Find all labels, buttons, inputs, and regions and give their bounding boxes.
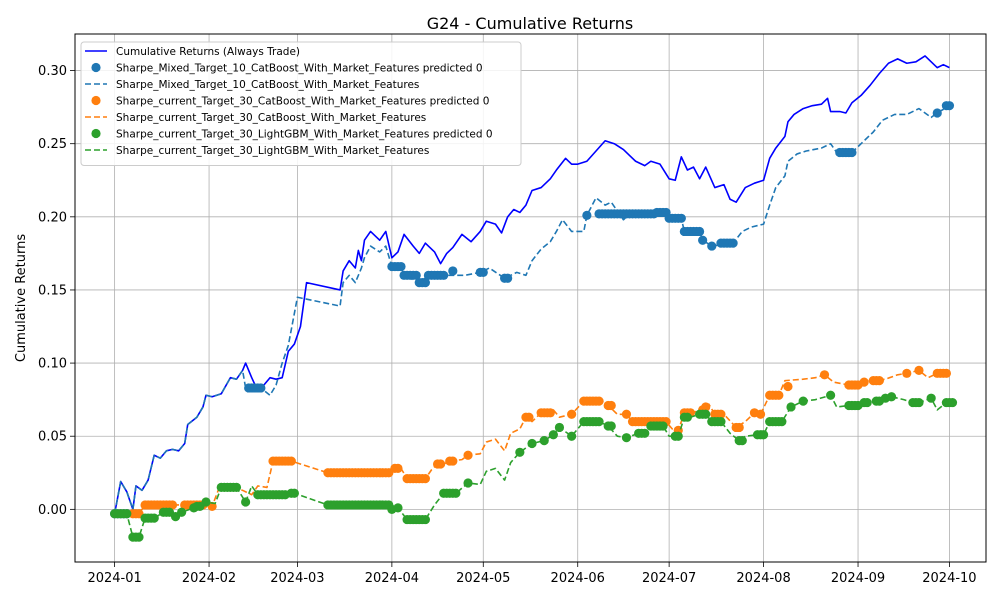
legend-marker-swatch (91, 62, 101, 73)
legend-box (80, 41, 522, 166)
axis-ticks: 2024-01 2024-02 2024-03 2024-04 2024-05 2024-… (38, 64, 977, 586)
legend-entry: Cumulative Returns (Always Trade) (85, 46, 300, 58)
series-sharpe-mixed-target-10-catboost-with-market-features (113, 104, 950, 514)
data-point (436, 459, 446, 469)
data-point (783, 381, 793, 392)
series-line (114, 369, 950, 515)
data-point (420, 278, 430, 288)
x-tick-label: 2024-01 (87, 571, 141, 586)
data-point (734, 422, 744, 433)
series-line (114, 394, 953, 538)
legend-entry: Sharpe_current_Target_30_LightGBM_With_M… (91, 128, 493, 140)
legend-label: Sharpe_Mixed_Target_10_CatBoost_With_Mar… (116, 79, 419, 91)
data-point (886, 392, 897, 402)
x-tick-label: 2024-04 (365, 571, 419, 586)
legend-entry: Sharpe_Mixed_Target_10_CatBoost_With_Mar… (91, 62, 483, 74)
x-tick-label: 2024-07 (642, 571, 696, 586)
legend-entry: Sharpe_current_Target_30_CatBoost_With_M… (85, 112, 426, 124)
legend: Cumulative Returns (Always Trade) Sharpe_… (80, 41, 522, 166)
y-tick-label: 0.15 (38, 283, 67, 298)
y-tick-label: 0.00 (38, 503, 67, 518)
legend-marker-swatch (91, 95, 101, 106)
legend-label: Sharpe_current_Target_30_CatBoost_With_M… (116, 112, 426, 124)
data-point (737, 436, 747, 446)
data-point (658, 421, 668, 431)
x-tick-label: 2024-08 (736, 571, 790, 586)
legend-label: Sharpe_current_Target_30_LightGBM_With_M… (116, 145, 429, 157)
data-point (606, 421, 616, 431)
data-point (758, 430, 769, 440)
x-tick-label: 2024-02 (182, 571, 236, 586)
series-line (113, 104, 950, 514)
series-sharpe-current-target-30-catboost-with-market-features (114, 369, 950, 515)
data-point (682, 412, 693, 422)
legend-entry: Sharpe_current_Target_30_CatBoost_With_M… (91, 95, 489, 107)
data-point (134, 532, 144, 542)
chart-title: G24 - Cumulative Returns (427, 14, 634, 33)
legend-label: Sharpe_current_Target_30_CatBoost_With_M… (116, 95, 489, 107)
x-tick-label: 2024-06 (551, 571, 605, 586)
data-point (393, 463, 403, 473)
y-tick-label: 0.30 (38, 64, 67, 79)
data-point (524, 412, 534, 422)
data-point (947, 397, 958, 408)
x-tick-label: 2024-10 (922, 571, 976, 586)
data-point (944, 101, 955, 111)
series-sharpe-current-target-30-catboost-with-market-features-predicted-0 (128, 365, 951, 519)
data-point (167, 500, 178, 510)
data-point (606, 400, 616, 411)
series-sharpe-current-target-30-lightgbm-with-market-features (114, 394, 953, 538)
y-tick-label: 0.25 (38, 137, 67, 152)
y-tick-label: 0.10 (38, 357, 67, 372)
x-tick-label: 2024-09 (831, 571, 885, 586)
legend-entry: Sharpe_current_Target_30_LightGBM_With_M… (85, 145, 429, 157)
plot-series (110, 55, 958, 542)
legend-label: Cumulative Returns (Always Trade) (116, 46, 300, 58)
legend-label: Sharpe_current_Target_30_LightGBM_With_M… (116, 128, 493, 140)
legend-marker-swatch (91, 128, 101, 139)
data-point (411, 270, 421, 280)
x-tick-label: 2024-03 (270, 571, 324, 586)
x-tick-label: 2024-05 (456, 571, 510, 586)
legend-entry: Sharpe_Mixed_Target_10_CatBoost_With_Mar… (85, 79, 419, 91)
y-axis-label: Cumulative Returns (14, 234, 29, 362)
legend-label: Sharpe_Mixed_Target_10_CatBoost_With_Mar… (116, 62, 483, 74)
plot-frame (74, 33, 987, 563)
y-tick-label: 0.20 (38, 210, 67, 225)
y-tick-label: 0.05 (38, 430, 67, 445)
data-point (448, 266, 458, 276)
